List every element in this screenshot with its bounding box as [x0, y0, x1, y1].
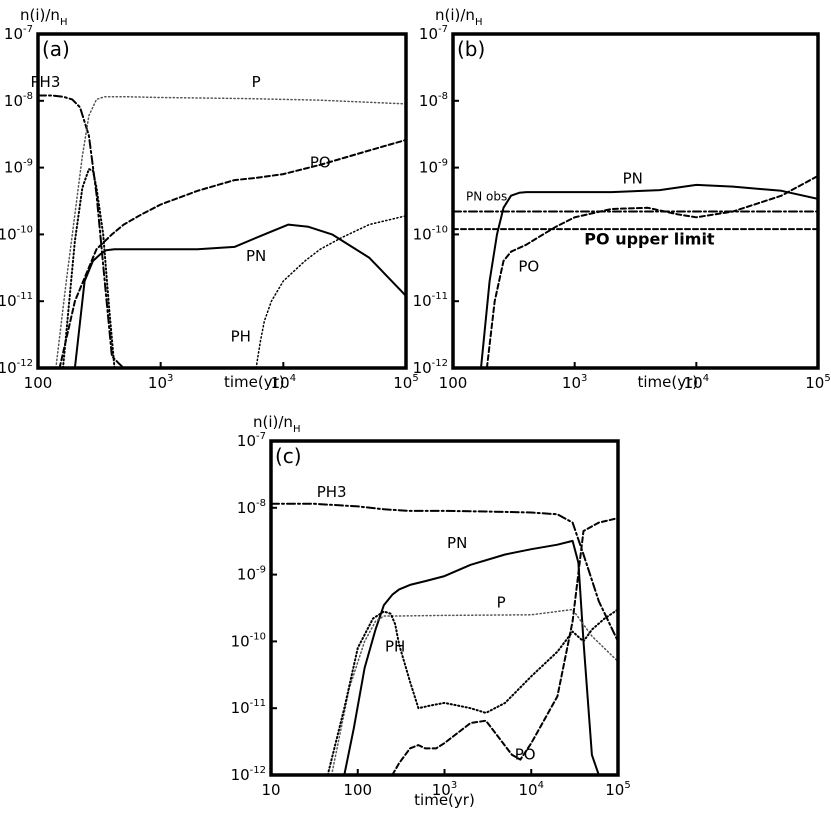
x-tick-label: 103 — [148, 373, 173, 392]
x-tick-label: 103 — [562, 373, 587, 392]
annotation-po-upper-limit: PO upper limit — [584, 230, 715, 249]
series-line-pn — [73, 223, 406, 368]
y-tick-label: 10-7 — [4, 24, 33, 43]
y-tick-label: 10-10 — [413, 224, 448, 243]
x-tick-label: 105 — [393, 373, 418, 392]
x-tick-label: 100 — [24, 374, 53, 392]
y-tick-label: 10-9 — [237, 565, 266, 584]
panel-label: (c) — [275, 444, 302, 468]
x-tick-label: 103 — [432, 780, 457, 799]
x-tick-label: 104 — [271, 373, 296, 392]
series-label-p: P — [252, 73, 261, 91]
series-label-ph3: PH3 — [31, 73, 61, 91]
y-tick-label: 10-8 — [419, 91, 448, 110]
series-label-po: PO — [515, 746, 536, 764]
plot-frame — [36, 32, 408, 370]
series-line-pn — [343, 539, 600, 775]
series-line-po — [485, 174, 818, 368]
y-tick-label: 10-12 — [0, 358, 33, 377]
series-label-po: PO — [310, 154, 331, 172]
x-axis-label: time(yr) — [224, 373, 285, 391]
series-label-pn: PN — [246, 247, 266, 265]
y-tick-label: 10-10 — [0, 224, 33, 243]
y-axis-label: n(i)/nH — [253, 413, 300, 435]
x-axis-label: time(yr) — [414, 791, 475, 809]
y-tick-label: 10-7 — [419, 24, 448, 43]
series-label-ph: PH — [385, 638, 405, 656]
x-tick-label: 105 — [805, 373, 830, 392]
x-axis-label: time(yr) — [638, 373, 699, 391]
y-tick-label: 10-8 — [4, 91, 33, 110]
y-tick-label: 10-11 — [413, 291, 448, 310]
series-label-pn: PN — [623, 169, 643, 187]
series-label-ph: PH — [231, 327, 251, 345]
series-line-unlabeled-3 — [62, 168, 116, 368]
panel-label: (b) — [457, 37, 485, 61]
series-line-po — [391, 517, 618, 775]
x-tick-label: 104 — [519, 780, 544, 799]
series-line-p — [55, 95, 406, 368]
series-label-ph3: PH3 — [317, 483, 347, 501]
y-tick-label: 10-12 — [231, 765, 266, 784]
y-tick-label: 10-11 — [0, 291, 33, 310]
y-tick-label: 10-10 — [231, 631, 266, 650]
y-tick-label: 10-9 — [419, 158, 448, 177]
annotation-pn-obs: PN obs — [466, 190, 507, 204]
series-line-po — [58, 138, 406, 368]
y-tick-label: 10-7 — [237, 431, 266, 450]
x-tick-label: 104 — [684, 373, 709, 392]
x-tick-label: 100 — [343, 781, 372, 799]
y-axis-label: n(i)/nH — [20, 6, 67, 28]
series-label-p: P — [497, 594, 506, 612]
x-tick-label: 105 — [605, 780, 630, 799]
series-line-ph — [255, 215, 406, 368]
x-tick-label: 100 — [439, 374, 468, 392]
series-label-pn: PN — [447, 534, 467, 552]
series-line-ph — [326, 608, 618, 775]
series-line-p — [330, 608, 618, 775]
plot-frame — [451, 32, 820, 370]
y-tick-label: 10-8 — [237, 498, 266, 517]
y-tick-label: 10-11 — [231, 698, 266, 717]
x-tick-label: 10 — [261, 781, 280, 799]
y-axis-label: n(i)/nH — [435, 6, 482, 28]
y-tick-label: 10-12 — [413, 358, 448, 377]
series-line-ph3 — [271, 502, 618, 643]
y-tick-label: 10-9 — [4, 158, 33, 177]
series-label-po: PO — [518, 257, 539, 275]
series-line-pn — [480, 183, 818, 368]
panel-label: (a) — [42, 37, 70, 61]
